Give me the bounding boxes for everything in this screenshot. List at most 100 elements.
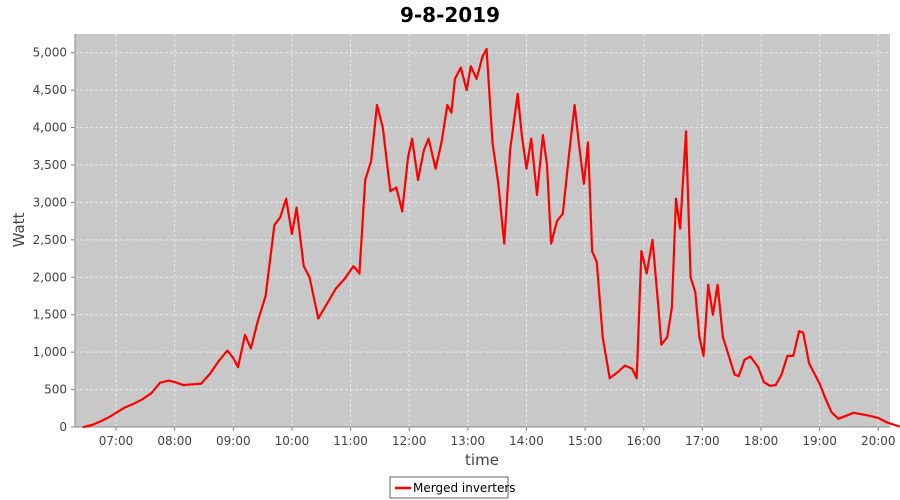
x-tick-label: 13:00: [451, 434, 486, 448]
data-point: [427, 137, 430, 140]
data-point: [343, 277, 346, 280]
data-point: [249, 347, 252, 350]
data-point: [302, 265, 305, 268]
data-point: [191, 383, 194, 386]
data-point: [897, 425, 900, 428]
chart-title: 9-8-2019: [400, 3, 500, 27]
data-point: [475, 77, 478, 80]
data-point: [285, 197, 288, 200]
data-point: [264, 295, 267, 297]
x-tick-label: 10:00: [275, 434, 310, 448]
data-point: [530, 137, 533, 140]
data-point: [768, 384, 771, 387]
data-point: [200, 382, 203, 385]
data-point: [132, 402, 135, 405]
data-point: [595, 261, 598, 264]
data-point: [459, 66, 462, 69]
data-point: [616, 371, 619, 374]
data-point: [743, 358, 746, 361]
data-point: [556, 220, 558, 223]
data-point: [660, 343, 663, 346]
data-point: [711, 313, 714, 316]
data-point: [370, 160, 373, 163]
data-point: [450, 111, 453, 114]
data-point: [503, 242, 506, 245]
y-tick-label: 4,500: [33, 83, 67, 97]
data-point: [491, 141, 494, 144]
data-point: [541, 134, 544, 137]
series-layer: [82, 47, 900, 429]
data-point: [824, 397, 827, 400]
data-point: [727, 354, 730, 357]
data-point: [685, 130, 687, 133]
data-point: [651, 238, 654, 241]
data-point: [295, 206, 298, 209]
data-point: [721, 336, 724, 339]
data-point: [757, 366, 760, 369]
x-axis-label: time: [465, 451, 499, 469]
data-point: [601, 336, 604, 339]
data-point: [167, 379, 170, 382]
x-tick-label: 15:00: [568, 434, 603, 448]
data-point: [640, 250, 643, 253]
data-point: [516, 92, 519, 95]
data-point: [159, 381, 161, 384]
legend-label: Merged inverters: [413, 481, 516, 495]
data-point: [115, 411, 117, 414]
data-point: [381, 126, 384, 129]
data-point: [237, 366, 239, 369]
data-point: [666, 336, 669, 339]
data-point: [694, 291, 697, 294]
data-point: [469, 65, 472, 68]
x-tick-label: 17:00: [685, 434, 720, 448]
legend: Merged inverters: [389, 476, 516, 499]
data-point: [446, 104, 449, 107]
data-point: [698, 336, 701, 339]
data-point: [737, 375, 740, 378]
data-point: [689, 276, 692, 279]
data-point: [182, 384, 185, 387]
data-point: [290, 232, 293, 235]
data-point: [808, 362, 811, 365]
data-point: [679, 227, 682, 230]
y-tick-label: 500: [44, 383, 67, 397]
data-point: [818, 382, 821, 385]
series-line-merged-inverters: [82, 47, 900, 429]
data-point: [546, 164, 548, 166]
data-point: [707, 283, 710, 286]
x-tick-label: 11:00: [333, 434, 368, 448]
data-point: [868, 414, 871, 417]
data-point: [670, 306, 673, 309]
data-point: [762, 381, 765, 384]
x-tick-label: 14:00: [509, 434, 544, 448]
data-point: [244, 333, 246, 336]
y-tick-label: 5,000: [33, 46, 67, 60]
data-point: [798, 330, 801, 333]
data-point: [141, 398, 144, 401]
x-tick-label: 12:00: [392, 434, 427, 448]
data-point: [279, 216, 282, 219]
data-point: [123, 406, 126, 409]
data-point: [631, 367, 633, 370]
data-point: [440, 141, 443, 144]
data-point: [273, 223, 276, 226]
y-tick-label: 3,500: [33, 158, 67, 172]
y-tick-label: 3,000: [33, 195, 67, 209]
legend-box: [389, 476, 509, 499]
data-point: [434, 167, 437, 170]
data-point: [749, 355, 752, 358]
data-point: [481, 55, 484, 58]
x-tick-label: 08:00: [157, 434, 192, 448]
data-point: [702, 354, 705, 357]
data-point: [109, 415, 112, 418]
data-point: [624, 364, 626, 367]
data-point: [395, 186, 398, 189]
data-point: [389, 190, 392, 193]
axes: 0 500 1,000 1,500 2,000 2,500 3,000 3,500 4,000 4…: [33, 34, 896, 448]
data-point: [91, 423, 94, 426]
data-point: [358, 272, 361, 275]
data-point: [830, 411, 833, 413]
data-point: [453, 77, 456, 80]
data-point: [792, 354, 795, 357]
